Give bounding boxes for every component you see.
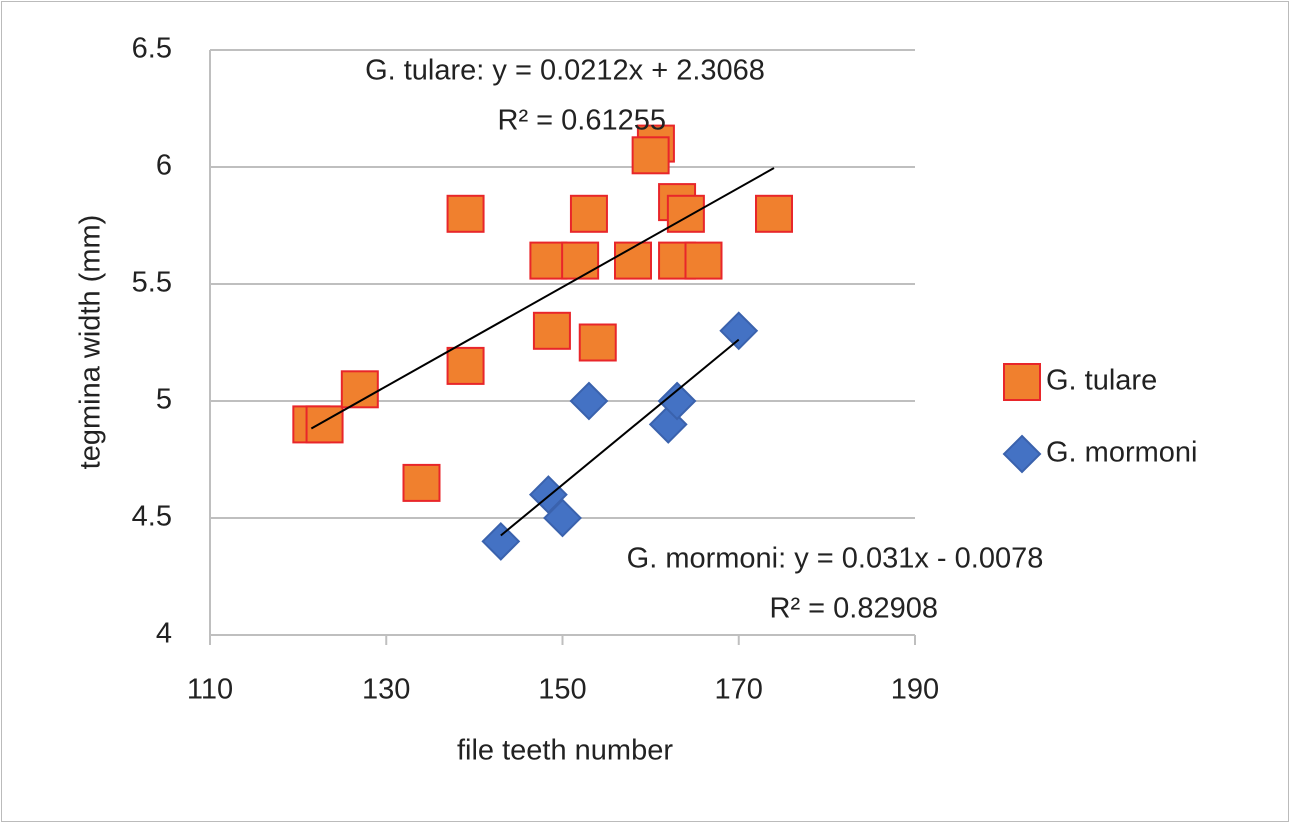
square-marker bbox=[666, 194, 705, 233]
square-marker bbox=[631, 136, 670, 175]
x-tick-label: 110 bbox=[187, 674, 233, 706]
square-marker bbox=[529, 241, 568, 280]
square-marker bbox=[569, 194, 608, 233]
legend-label: G. mormoni bbox=[1046, 437, 1197, 469]
square-marker bbox=[402, 463, 441, 502]
trendline-r2: R² = 0.61255 bbox=[498, 105, 666, 137]
trendline-equation: G. tulare: y = 0.0212x + 2.3068 bbox=[365, 55, 765, 87]
square-marker bbox=[1003, 363, 1041, 401]
trendline-r2: R² = 0.82908 bbox=[770, 593, 938, 625]
x-axis-title: file teeth number bbox=[457, 735, 673, 767]
square-marker bbox=[684, 241, 723, 280]
y-tick-label: 5.5 bbox=[132, 267, 172, 299]
square-marker bbox=[614, 241, 652, 280]
x-tick-label: 130 bbox=[362, 674, 410, 706]
legend-label: G. tulare bbox=[1046, 365, 1157, 397]
diamond-marker bbox=[569, 381, 609, 421]
square-marker bbox=[340, 370, 379, 409]
diamond-marker bbox=[481, 521, 521, 561]
diamond-marker bbox=[719, 311, 759, 351]
diamond-marker bbox=[657, 381, 697, 421]
square-marker bbox=[561, 241, 600, 280]
diamond-marker bbox=[543, 498, 582, 538]
x-tick-label: 190 bbox=[891, 674, 939, 706]
square-marker bbox=[532, 311, 571, 350]
x-tick-label: 150 bbox=[538, 674, 586, 706]
trendline-equation: G. mormoni: y = 0.031x - 0.0078 bbox=[627, 543, 1044, 575]
square-marker bbox=[446, 346, 485, 385]
y-tick-label: 6 bbox=[156, 150, 172, 182]
y-tick-label: 4.5 bbox=[132, 501, 172, 533]
square-marker bbox=[755, 194, 793, 233]
y-tick-label: 5 bbox=[156, 384, 172, 416]
square-marker bbox=[305, 405, 344, 444]
y-axis-title: tegmina width (mm) bbox=[75, 215, 107, 470]
y-tick-label: 6.5 bbox=[132, 33, 172, 65]
square-marker bbox=[578, 323, 617, 362]
trendline bbox=[310, 167, 775, 430]
trendline bbox=[500, 338, 740, 537]
diamond-marker bbox=[1002, 434, 1042, 474]
x-tick-label: 170 bbox=[715, 674, 763, 706]
y-tick-label: 4 bbox=[156, 618, 172, 650]
square-marker bbox=[446, 194, 485, 233]
